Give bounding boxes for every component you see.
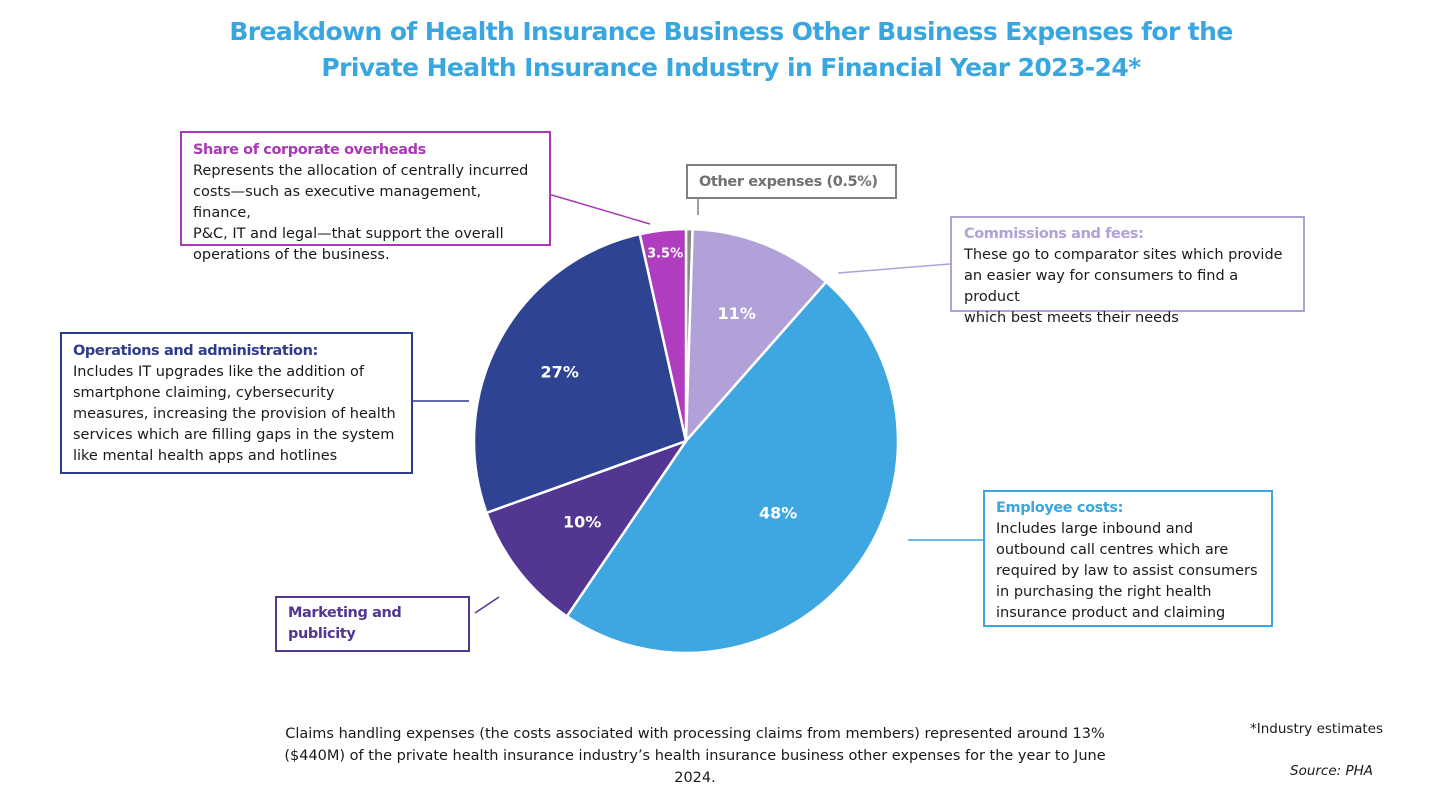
pie-slice-marketing xyxy=(484,438,690,619)
pie-slice-employee xyxy=(565,280,900,655)
leader-line-commissions xyxy=(837,263,951,274)
pie-label-operations: 27% xyxy=(541,363,579,382)
annotation-line: an easier way for consumers to find a pr… xyxy=(964,268,1239,305)
annotation-heading: Marketing and xyxy=(288,605,402,621)
annotation-line: services which are filling gaps in the s… xyxy=(73,427,395,443)
annotation-heading: Employee costs: xyxy=(996,500,1124,516)
industry-estimates-note: *Industry estimates xyxy=(1250,721,1384,737)
annotation-line: Includes large inbound and xyxy=(996,521,1194,537)
pie-slice-operations xyxy=(472,232,688,515)
annotation-line: insurance product and claiming xyxy=(996,605,1226,621)
annotation-line: outbound call centres which are xyxy=(996,542,1229,558)
annotation-employee-costs: Employee costs: Includes large inbound a… xyxy=(983,490,1273,627)
leader-line-marketing xyxy=(474,596,500,614)
annotation-line: costs—such as executive management, fina… xyxy=(193,184,482,221)
pie-label-commissions: 11% xyxy=(718,304,756,323)
pie-slice-commissions xyxy=(684,227,828,445)
chart-title-line-1: Breakdown of Health Insurance Business O… xyxy=(229,17,1233,46)
annotation-commissions-and-fees: Commissions and fees: These go to compar… xyxy=(950,216,1305,326)
annotation-heading: publicity xyxy=(288,626,356,642)
leader-line-corporate xyxy=(544,192,651,225)
pie-label-employee: 48% xyxy=(759,504,797,523)
footnote: Claims handling expenses (the costs asso… xyxy=(262,723,1128,789)
annotation-line: These go to comparator sites which provi… xyxy=(964,247,1283,263)
pie-slice-corporate xyxy=(638,227,688,442)
pie-label-corporate: 3.5% xyxy=(647,246,683,261)
annotation-line: smartphone claiming, cybersecurity xyxy=(73,385,335,401)
annotation-line: Represents the allocation of centrally i… xyxy=(193,163,529,179)
annotation-other-expenses: Other expenses (0.5%) xyxy=(686,164,897,199)
annotation-heading: Operations and administration: xyxy=(73,343,318,359)
annotation-corporate-overheads: Share of corporate overheads Represents … xyxy=(180,131,551,263)
annotation-line: in purchasing the right health xyxy=(996,584,1212,600)
annotation-operations-and-administration: Operations and administration: Includes … xyxy=(60,332,413,474)
annotation-heading: Share of corporate overheads xyxy=(193,142,426,158)
footnote-line-1: Claims handling expenses (the costs asso… xyxy=(285,726,1105,742)
chart-title-line-2: Private Health Insurance Industry in Fin… xyxy=(321,53,1141,82)
footnote-line-2: ($440M) of the private health insurance … xyxy=(284,748,1106,786)
annotation-line: measures, increasing the provision of he… xyxy=(73,406,396,422)
annotation-line: required by law to assist consumers xyxy=(996,563,1258,579)
annotation-heading: Other expenses (0.5%) xyxy=(699,174,878,190)
annotation-line: like mental health apps and hotlines xyxy=(73,448,338,464)
annotation-line: Includes IT upgrades like the addition o… xyxy=(73,364,364,380)
annotation-heading: Commissions and fees: xyxy=(964,226,1144,242)
chart-title: Breakdown of Health Insurance Business O… xyxy=(0,14,1446,86)
annotation-line: which best meets their needs xyxy=(964,310,1179,326)
source-note: Source: PHA xyxy=(1290,763,1374,779)
pie-label-marketing: 10% xyxy=(563,513,601,532)
annotation-marketing-and-publicity: Marketing and publicity xyxy=(275,596,470,652)
annotation-line: P&C, IT and legal—that support the overa… xyxy=(193,226,504,242)
annotation-line: operations of the business. xyxy=(193,247,390,263)
